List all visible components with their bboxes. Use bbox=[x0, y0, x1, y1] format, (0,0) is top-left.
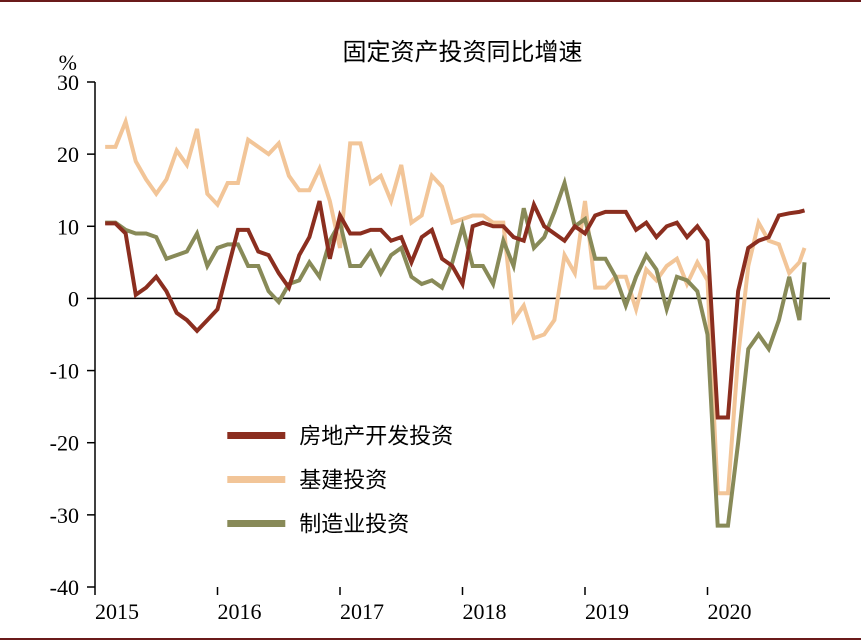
x-tick-label: 2017 bbox=[340, 599, 384, 624]
x-tick-label: 2015 bbox=[95, 599, 139, 624]
y-tick-label: 10 bbox=[57, 214, 79, 239]
x-tick-label: 2016 bbox=[218, 599, 262, 624]
y-tick-label: 0 bbox=[68, 286, 79, 311]
y-tick-label: -20 bbox=[50, 431, 79, 456]
y-tick-label: 30 bbox=[57, 70, 79, 95]
legend-label: 制造业投资 bbox=[299, 512, 409, 537]
chart-title: 固定资产投资同比增速 bbox=[343, 39, 583, 66]
y-tick-label: -40 bbox=[50, 575, 79, 600]
x-tick-label: 2020 bbox=[708, 599, 752, 624]
x-tick-label: 2019 bbox=[585, 599, 629, 624]
chart-frame: 固定资产投资同比增速%-40-30-20-1001020302015201620… bbox=[0, 0, 861, 640]
y-tick-label: -10 bbox=[50, 359, 79, 384]
y-tick-label: 20 bbox=[57, 142, 79, 167]
legend-label: 房地产开发投资 bbox=[299, 424, 453, 449]
series-line bbox=[105, 183, 804, 526]
y-tick-label: -30 bbox=[50, 503, 79, 528]
legend-label: 基建投资 bbox=[299, 468, 387, 493]
x-tick-label: 2018 bbox=[463, 599, 507, 624]
line-chart: 固定资产投资同比增速%-40-30-20-1001020302015201620… bbox=[0, 2, 861, 642]
